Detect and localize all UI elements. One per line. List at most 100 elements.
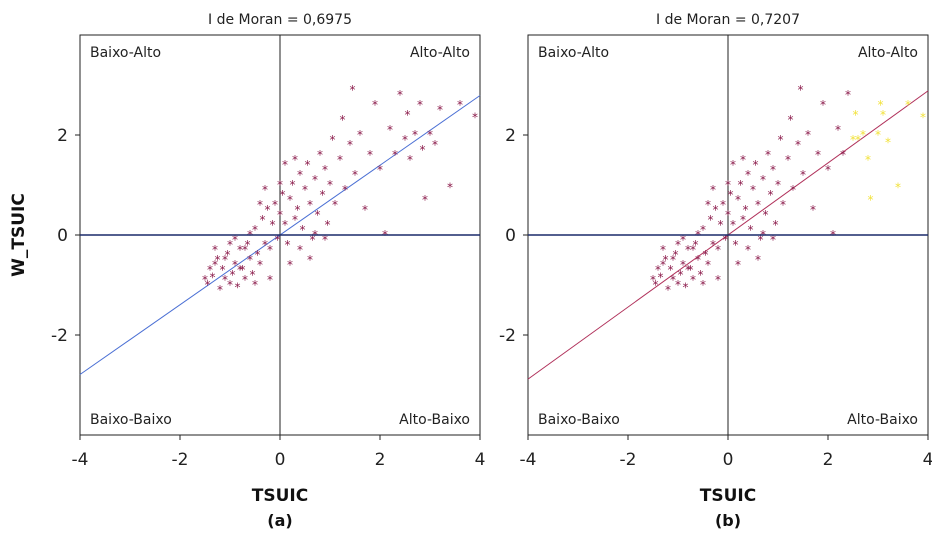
data-point-a: * xyxy=(347,138,353,152)
data-point-b: * xyxy=(730,218,736,232)
data-point-a: * xyxy=(317,148,323,162)
data-point-a: * xyxy=(457,98,463,112)
data-point-b: * xyxy=(735,258,741,272)
data-point-a: * xyxy=(292,153,298,167)
highlight-point-b: * xyxy=(895,181,901,195)
data-point-a: * xyxy=(305,158,311,172)
data-point-b: * xyxy=(690,243,696,257)
data-point-b: * xyxy=(655,263,661,277)
data-point-a: * xyxy=(235,281,241,295)
data-point-a: * xyxy=(272,198,278,212)
data-point-a: * xyxy=(417,98,423,112)
data-point-b: * xyxy=(660,258,666,272)
data-point-a: * xyxy=(327,178,333,192)
scatter-panel-a: ****************************************… xyxy=(9,12,485,530)
data-point-b: * xyxy=(755,198,761,212)
highlight-point-b: * xyxy=(875,128,881,142)
quadrant-label-top-left-b: Baixo-Alto xyxy=(538,45,609,61)
data-point-b: * xyxy=(658,271,664,285)
data-point-a: * xyxy=(247,253,253,267)
data-point-b: * xyxy=(785,153,791,167)
data-point-a: * xyxy=(240,263,246,277)
data-point-b: * xyxy=(743,203,749,217)
data-point-a: * xyxy=(290,178,296,192)
x-tick-label-a: 0 xyxy=(275,450,286,470)
data-point-a: * xyxy=(367,148,373,162)
data-point-b: * xyxy=(748,223,754,237)
data-point-b: * xyxy=(840,148,846,162)
data-point-a: * xyxy=(282,158,288,172)
data-point-a: * xyxy=(310,233,316,247)
data-point-a: * xyxy=(232,258,238,272)
data-point-b: * xyxy=(768,188,774,202)
data-point-b: * xyxy=(775,178,781,192)
data-point-b: * xyxy=(740,213,746,227)
highlight-point-b: * xyxy=(880,108,886,122)
data-point-a: * xyxy=(287,258,293,272)
data-point-b: * xyxy=(670,253,676,267)
data-point-a: * xyxy=(397,88,403,102)
data-point-a: * xyxy=(262,183,268,197)
data-point-a: * xyxy=(322,163,328,177)
data-point-b: * xyxy=(715,243,721,257)
data-point-a: * xyxy=(212,258,218,272)
data-point-a: * xyxy=(232,233,238,247)
data-point-b: * xyxy=(723,233,729,247)
data-point-b: * xyxy=(753,158,759,172)
data-point-b: * xyxy=(700,223,706,237)
data-point-b: * xyxy=(720,198,726,212)
data-point-a: * xyxy=(357,128,363,142)
data-point-a: * xyxy=(392,148,398,162)
data-point-b: * xyxy=(650,273,656,287)
data-point-b: * xyxy=(703,248,709,262)
data-point-b: * xyxy=(750,183,756,197)
data-point-a: * xyxy=(250,268,256,282)
data-point-b: * xyxy=(755,253,761,267)
data-point-b: * xyxy=(765,148,771,162)
y-axis-label-a: W_TSUIC xyxy=(9,193,29,277)
quadrant-label-bottom-left-a: Baixo-Baixo xyxy=(90,412,172,428)
data-point-b: * xyxy=(745,168,751,182)
data-point-b: * xyxy=(680,233,686,247)
data-point-a: * xyxy=(215,253,221,267)
subcaption-b: (b) xyxy=(715,511,741,530)
data-point-a: * xyxy=(362,203,368,217)
quadrant-label-top-right-a: Alto-Alto xyxy=(410,45,470,61)
highlight-point-b: * xyxy=(865,153,871,167)
highlight-point-b: * xyxy=(885,136,891,150)
data-point-b: * xyxy=(700,278,706,292)
data-point-a: * xyxy=(257,198,263,212)
data-point-a: * xyxy=(255,248,261,262)
data-point-b: * xyxy=(675,278,681,292)
quadrant-label-top-right-b: Alto-Alto xyxy=(858,45,918,61)
data-point-b: * xyxy=(710,238,716,252)
data-point-a: * xyxy=(412,128,418,142)
data-point-a: * xyxy=(252,278,258,292)
data-point-b: * xyxy=(735,193,741,207)
data-point-b: * xyxy=(715,273,721,287)
data-point-b: * xyxy=(795,138,801,152)
x-tick-label-b: -2 xyxy=(620,450,637,470)
data-point-b: * xyxy=(693,238,699,252)
data-point-a: * xyxy=(257,258,263,272)
data-point-b: * xyxy=(698,268,704,282)
data-point-a: * xyxy=(307,253,313,267)
data-point-b: * xyxy=(653,278,659,292)
quadrant-label-bottom-right-b: Alto-Baixo xyxy=(847,412,918,428)
data-point-b: * xyxy=(788,113,794,127)
data-point-a: * xyxy=(325,218,331,232)
data-point-b: * xyxy=(690,273,696,287)
data-point-b: * xyxy=(800,168,806,182)
data-point-b: * xyxy=(763,208,769,222)
data-point-b: * xyxy=(825,163,831,177)
data-point-b: * xyxy=(820,98,826,112)
data-point-a: * xyxy=(437,103,443,117)
data-point-a: * xyxy=(312,173,318,187)
data-point-b: * xyxy=(758,233,764,247)
y-tick-label-a: 0 xyxy=(57,226,68,246)
data-point-b: * xyxy=(675,238,681,252)
data-point-a: * xyxy=(202,273,208,287)
data-point-a: * xyxy=(472,111,478,125)
y-tick-label-b: 0 xyxy=(505,226,516,246)
